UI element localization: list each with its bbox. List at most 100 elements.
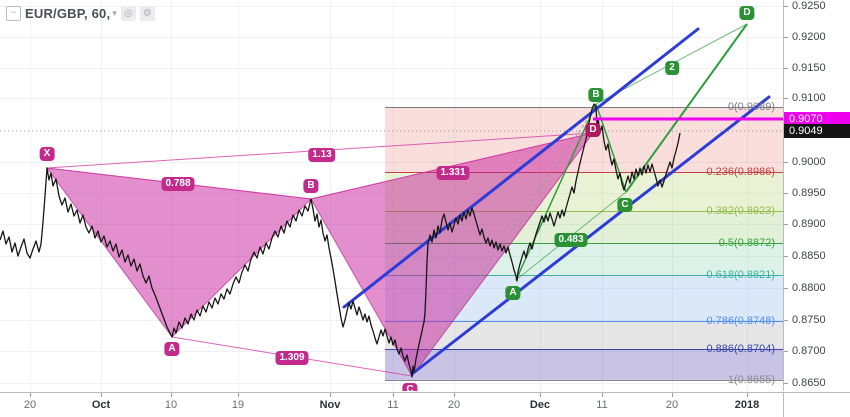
fib-level-label[interactable]: 0.382(0.8923) — [706, 204, 776, 217]
gridline-horizontal — [0, 162, 783, 163]
price-tick-label: 0.8950 — [792, 187, 826, 199]
channel-lower-line[interactable] — [410, 95, 771, 376]
abcd-point-badge-a[interactable]: A — [505, 286, 521, 300]
time-tick-mark — [238, 393, 239, 397]
time-tick-mark — [393, 393, 394, 397]
time-tick-mark — [540, 393, 541, 397]
time-tick-label: 11 — [387, 399, 399, 411]
fib-trendline-dashed[interactable] — [411, 106, 597, 376]
settings-gear-icon[interactable]: ⚙ — [139, 6, 155, 21]
gridline-horizontal — [0, 6, 783, 7]
abcd-point-badge-c[interactable]: C — [617, 198, 633, 212]
price-tick-mark — [784, 256, 788, 257]
gridline-vertical — [30, 0, 31, 391]
chevron-down-icon[interactable]: ▾ — [112, 8, 117, 18]
symbol-title[interactable]: EUR/GBP, 60, — [25, 6, 111, 21]
abcd-point-badge-b[interactable]: B — [588, 88, 604, 102]
time-tick-mark — [602, 393, 603, 397]
price-tick-label: 0.9150 — [792, 62, 826, 74]
price-tick-label: 0.8650 — [792, 377, 826, 389]
price-tick-mark — [784, 320, 788, 321]
price-tick-label: 0.9250 — [792, 0, 826, 12]
fib-level-label[interactable]: 0.236(0.8986) — [706, 165, 776, 178]
gridline-vertical — [672, 0, 673, 391]
abcd-point-badge-d[interactable]: D — [739, 6, 755, 20]
fib-band — [385, 349, 783, 380]
time-tick-mark — [672, 393, 673, 397]
price-tick-mark — [784, 351, 788, 352]
price-tick-mark — [784, 383, 788, 384]
harmonic-point-badge-d[interactable]: D — [585, 123, 601, 137]
time-tick-label: Dec — [529, 399, 551, 411]
harmonic-point-badge-c[interactable]: C — [402, 383, 418, 391]
time-axis[interactable]: 20 Oct 10 19 Nov 11 20 Dec 11 20 2018 — [0, 392, 783, 417]
time-tick-label: 20 — [665, 399, 679, 411]
price-tick-label: 0.9100 — [792, 92, 826, 104]
price-tick-label: 0.8700 — [792, 345, 826, 357]
abcd-line-ab[interactable] — [515, 103, 597, 281]
legend-collapse-icon[interactable]: − — [6, 6, 21, 21]
harmonic-ratio-label[interactable]: 1.13 — [308, 148, 336, 162]
gridline-horizontal — [0, 98, 783, 99]
fib-level-line[interactable] — [385, 380, 783, 381]
harmonic-point-badge-x[interactable]: X — [39, 147, 55, 161]
abcd-ratio-label[interactable]: 0.483 — [554, 233, 588, 247]
harmonic-ratio-label[interactable]: 1.331 — [436, 166, 470, 180]
time-tick-mark — [454, 393, 455, 397]
gridline-horizontal — [0, 383, 783, 384]
harmonic-ratio-label[interactable]: 0.788 — [161, 177, 195, 191]
fib-level-line[interactable] — [385, 349, 783, 350]
gridline-vertical — [602, 0, 603, 391]
time-tick-label: 11 — [596, 399, 608, 411]
fib-level-line[interactable] — [385, 107, 783, 108]
price-series — [0, 103, 681, 378]
axis-corner — [783, 392, 850, 417]
price-tick-mark — [784, 288, 788, 289]
time-tick-mark — [101, 393, 102, 397]
price-tick-label: 0.9000 — [792, 156, 826, 168]
time-tick-label: Oct — [91, 399, 111, 411]
abcd-line-cd[interactable] — [625, 23, 748, 193]
fib-level-label[interactable]: 0(0.9089) — [727, 100, 775, 113]
price-tick-label: 0.9200 — [792, 31, 826, 43]
price-tick-mark — [784, 193, 788, 194]
price-tick-label: 0.8800 — [792, 282, 826, 294]
time-tick-mark — [171, 393, 172, 397]
visibility-icon[interactable]: ◎ — [120, 6, 136, 21]
fib-level-label[interactable]: 0.786(0.8748) — [706, 314, 776, 327]
time-tick-label: 10 — [164, 399, 178, 411]
price-axis[interactable]: 0.9250 0.9200 0.9150 0.9100 0.9000 0.8950 0.89… — [783, 0, 850, 391]
fib-level-line[interactable] — [385, 211, 783, 212]
fib-level-label[interactable]: 1(0.8655) — [727, 373, 775, 386]
harmonic-point-badge-b[interactable]: B — [303, 179, 319, 193]
gridline-horizontal — [0, 37, 783, 38]
fib-level-label[interactable]: 0.618(0.8821) — [706, 268, 776, 281]
harmonic-triangle-xab[interactable] — [45, 167, 313, 338]
price-tick-mark — [784, 6, 788, 7]
drawings-overlay — [0, 23, 783, 378]
fib-level-label[interactable]: 0.886(0.8704) — [706, 342, 776, 355]
fib-level-line[interactable] — [385, 321, 783, 322]
fib-level-line[interactable] — [385, 172, 783, 173]
fib-level-label[interactable]: 0.5(0.8872) — [718, 236, 775, 249]
symbol-legend: − EUR/GBP, 60, ▾ ◎ ⚙ — [6, 6, 155, 21]
price-tick-mark — [784, 68, 788, 69]
ray-price-label: 0.9070 — [784, 112, 850, 126]
price-tick-label: 0.8900 — [792, 218, 826, 230]
channel-upper-line[interactable] — [342, 27, 700, 309]
time-tick-label: 2018 — [734, 399, 760, 411]
harmonic-point-badge-a[interactable]: A — [164, 342, 180, 356]
harmonic-ratio-label[interactable]: 1.309 — [275, 351, 309, 365]
fib-level-line[interactable] — [385, 275, 783, 276]
price-tick-label: 0.8750 — [792, 314, 826, 326]
abcd-ratio-label[interactable]: 2 — [665, 61, 679, 75]
gridline-vertical — [747, 0, 748, 391]
price-tick-mark — [784, 224, 788, 225]
time-tick-label: 20 — [23, 399, 37, 411]
time-tick-mark — [747, 393, 748, 397]
plot-area[interactable]: 0(0.9089) 0.236(0.8986) 0.382(0.8923) 0.5(0… — [0, 0, 783, 391]
last-price-label: 0.9049 — [784, 124, 850, 138]
price-tick-mark — [784, 162, 788, 163]
time-tick-mark — [30, 393, 31, 397]
